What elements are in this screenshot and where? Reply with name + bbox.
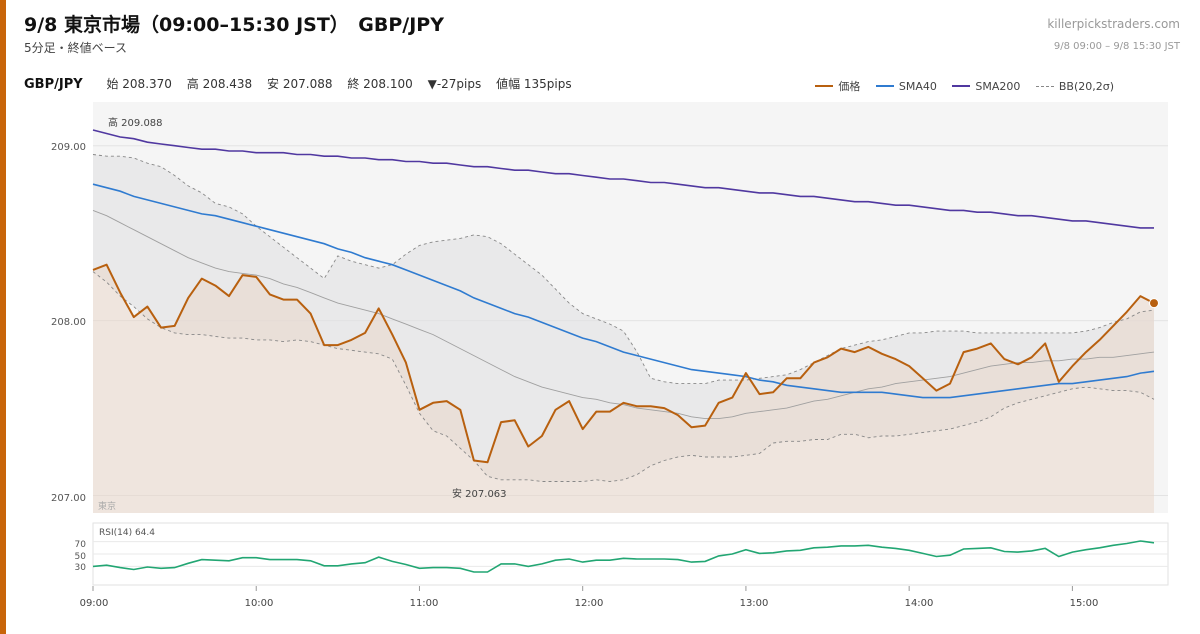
bb-middle-line	[92, 209, 1155, 420]
symbol-label: GBP/JPY	[24, 77, 83, 92]
accent-bar	[0, 0, 6, 634]
low-annotation: 安 207.063	[452, 487, 507, 500]
legend-swatch-sma40	[875, 85, 894, 87]
high-value: 高 208.438	[186, 77, 253, 91]
x-tick-label-3: 12:00	[575, 598, 604, 609]
y-tick-label-1: 208.00	[51, 317, 86, 328]
price-line	[92, 263, 1155, 464]
last-price-marker	[1149, 298, 1159, 309]
open-value: 始 208.370	[106, 77, 172, 91]
grid-lines	[92, 145, 1168, 591]
legend-item-sma40[interactable]: SMA40	[875, 79, 937, 93]
price-area-fill	[93, 264, 1154, 513]
y-tick-label-0: 209.00	[51, 142, 86, 153]
rsi-label: RSI(14) 64.4	[99, 528, 155, 538]
ohlc-stats: GBP/JPY 始 208.370 高 208.438 安 207.088 終 …	[24, 75, 583, 92]
site-name[interactable]: killerpickstraders.com	[1047, 17, 1180, 31]
x-tick-label-6: 15:00	[1070, 598, 1099, 609]
sma40-line	[92, 183, 1155, 399]
legend-item-price[interactable]: 価格	[815, 78, 860, 94]
low-value: 安 207.088	[267, 77, 333, 91]
x-tick-label-2: 11:00	[410, 598, 439, 609]
legend-label-price: 価格	[838, 80, 861, 93]
bb-band-fill	[93, 154, 1154, 482]
rsi-y-tick-70: 70	[75, 540, 87, 550]
close-value: 終 208.100	[347, 77, 413, 91]
rsi-y-tick-30: 30	[75, 563, 87, 573]
change-value: ▼-27pips	[427, 77, 482, 91]
legend-item-sma200[interactable]: SMA200	[952, 80, 1020, 93]
legend-label-sma200: SMA200	[975, 79, 1021, 93]
legend-item-bb[interactable]: BB(20,2σ)	[1035, 80, 1114, 93]
x-tick-label-0: 09:00	[80, 598, 109, 609]
y-tick-label-2: 207.00	[51, 493, 86, 504]
legend-swatch-bb	[1035, 86, 1054, 87]
bb-upper-line	[92, 154, 1155, 385]
legend-swatch-sma200	[952, 85, 971, 87]
range-width-value: 値幅 135pips	[496, 77, 572, 91]
session-label: 東京	[98, 500, 116, 512]
legend-label-sma40: SMA40	[898, 79, 937, 93]
x-tick-label-5: 14:00	[905, 598, 934, 609]
x-tick-label-1: 10:00	[245, 598, 274, 609]
bollinger-band	[93, 154, 1154, 482]
axis-labels: 209.00 208.00 207.00 09:00 10:00 11:00 1…	[51, 116, 1098, 609]
x-tick-label-4: 13:00	[740, 598, 769, 609]
rsi-y-tick-50: 50	[75, 552, 87, 562]
page-title: 9/8 東京市場（09:00–15:30 JST） GBP/JPY	[24, 14, 444, 36]
sma200-line	[92, 129, 1154, 229]
series-lines	[92, 129, 1159, 573]
rsi-line	[92, 540, 1155, 573]
legend-label-bb: BB(20,2σ)	[1058, 80, 1114, 93]
page-subtitle: 5分足・終値ベース	[24, 41, 128, 55]
chart-legend: 価格 SMA40 SMA200 BB(20,2σ)	[803, 77, 1114, 94]
bb-lower-line	[92, 271, 1155, 482]
legend-swatch-price	[815, 85, 834, 87]
high-annotation: 高 209.088	[108, 116, 163, 129]
time-range: 9/8 09:00 – 9/8 15:30 JST	[1053, 41, 1180, 52]
